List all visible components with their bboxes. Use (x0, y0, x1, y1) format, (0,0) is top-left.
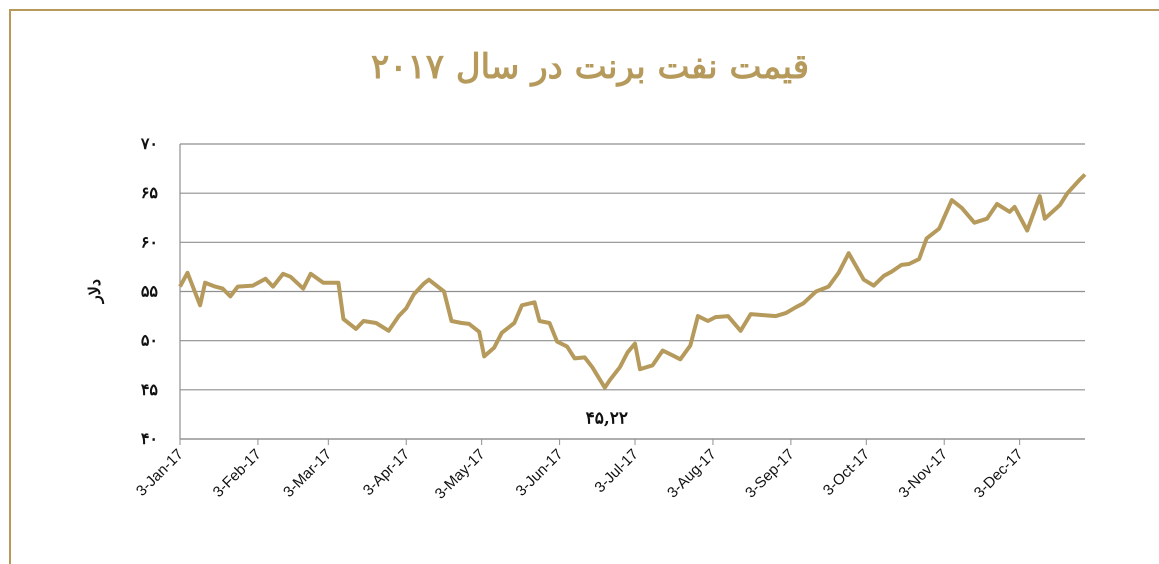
y-tick-label: ۴۰ (141, 429, 158, 448)
x-tick-label: 3-Feb-17 (210, 446, 265, 501)
x-tick-label: 3-Oct-17 (820, 446, 873, 499)
x-tick-label: 3-Aug-17 (664, 446, 720, 502)
x-tick-label: 3-Dec-17 (971, 446, 1027, 502)
price-line (178, 173, 1087, 390)
x-tick-label: 3-Jul-17 (591, 446, 641, 496)
x-tick-label: 3-Sep-17 (742, 446, 798, 502)
x-tick-label: 3-May-17 (432, 446, 489, 503)
y-tick-label: ۵۵ (141, 282, 159, 301)
x-tick-label: 3-Jun-17 (513, 446, 567, 500)
y-tick-label: ۵۰ (141, 331, 158, 350)
y-axis-label: دلار (85, 279, 105, 304)
min-annotation: ۴۵,۲۲ (586, 409, 628, 429)
x-tick-label: 3-Mar-17 (280, 446, 335, 501)
frame (9, 9, 1159, 564)
chart-title: قیمت نفت برنت در سال ۲۰۱۷ (371, 47, 809, 87)
y-tick-label: ۷۰ (140, 134, 158, 153)
x-tick-label: 3-Jan-17 (133, 446, 187, 500)
x-tick-label: 3-Apr-17 (360, 446, 413, 499)
y-tick-label: ۴۵ (141, 380, 159, 399)
x-tick-label: 3-Nov-17 (895, 446, 951, 502)
y-tick-label: ۶۰ (141, 232, 158, 251)
y-tick-label: ۶۵ (141, 183, 159, 202)
